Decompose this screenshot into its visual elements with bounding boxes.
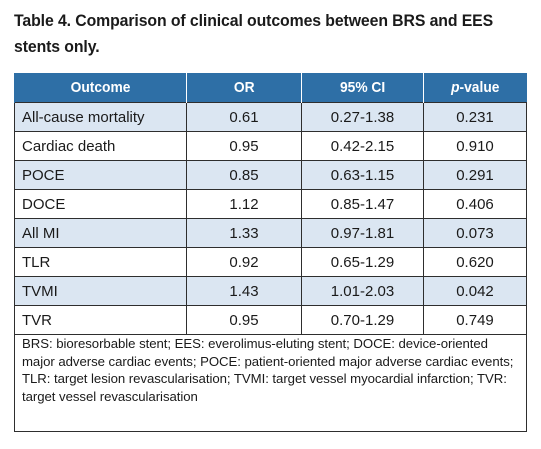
outcome-cell: All-cause mortality: [14, 102, 187, 132]
p-value-cell: 0.042: [423, 276, 527, 306]
ci-cell: 0.85-1.47: [301, 189, 424, 219]
header-row: Outcome OR 95% CI p-value: [14, 73, 527, 103]
or-cell: 0.85: [186, 160, 302, 190]
or-cell: 1.43: [186, 276, 302, 306]
p-value-cell: 0.620: [423, 247, 527, 277]
or-cell: 1.12: [186, 189, 302, 219]
table-row: TVR 0.95 0.70-1.29 0.749: [14, 305, 527, 335]
or-cell: 0.95: [186, 305, 302, 335]
ci-cell: 0.63-1.15: [301, 160, 424, 190]
ci-cell: 0.42-2.15: [301, 131, 424, 161]
header-p-value: p-value: [423, 73, 527, 103]
outcome-cell: TLR: [14, 247, 187, 277]
table-footnote: BRS: bioresorbable stent; EES: everolimu…: [14, 332, 527, 432]
or-cell: 0.61: [186, 102, 302, 132]
outcome-cell: TVMI: [14, 276, 187, 306]
p-value-cell: 0.291: [423, 160, 527, 190]
table-row: TLR 0.92 0.65-1.29 0.620: [14, 247, 527, 277]
table-row: POCE 0.85 0.63-1.15 0.291: [14, 160, 527, 190]
header-or: OR: [186, 73, 302, 103]
outcome-cell: All MI: [14, 218, 187, 248]
p-value-cell: 0.073: [423, 218, 527, 248]
outcomes-table: Outcome OR 95% CI p-value All-cause mort…: [14, 73, 527, 335]
table-row: TVMI 1.43 1.01-2.03 0.042: [14, 276, 527, 306]
p-value-cell: 0.910: [423, 131, 527, 161]
header-outcome: Outcome: [14, 73, 187, 103]
table-row: DOCE 1.12 0.85-1.47 0.406: [14, 189, 527, 219]
or-cell: 1.33: [186, 218, 302, 248]
header-ci: 95% CI: [301, 73, 424, 103]
p-value-cell: 0.749: [423, 305, 527, 335]
outcome-cell: Cardiac death: [14, 131, 187, 161]
table-row: All-cause mortality 0.61 0.27-1.38 0.231: [14, 102, 527, 132]
ci-cell: 0.97-1.81: [301, 218, 424, 248]
outcome-cell: DOCE: [14, 189, 187, 219]
p-value-cell: 0.231: [423, 102, 527, 132]
or-cell: 0.95: [186, 131, 302, 161]
table-row: Cardiac death 0.95 0.42-2.15 0.910: [14, 131, 527, 161]
outcome-cell: POCE: [14, 160, 187, 190]
table-row: All MI 1.33 0.97-1.81 0.073: [14, 218, 527, 248]
outcome-cell: TVR: [14, 305, 187, 335]
ci-cell: 0.27-1.38: [301, 102, 424, 132]
ci-cell: 1.01-2.03: [301, 276, 424, 306]
ci-cell: 0.65-1.29: [301, 247, 424, 277]
table-title: Table 4. Comparison of clinical outcomes…: [14, 11, 494, 56]
ci-cell: 0.70-1.29: [301, 305, 424, 335]
or-cell: 0.92: [186, 247, 302, 277]
p-value-cell: 0.406: [423, 189, 527, 219]
